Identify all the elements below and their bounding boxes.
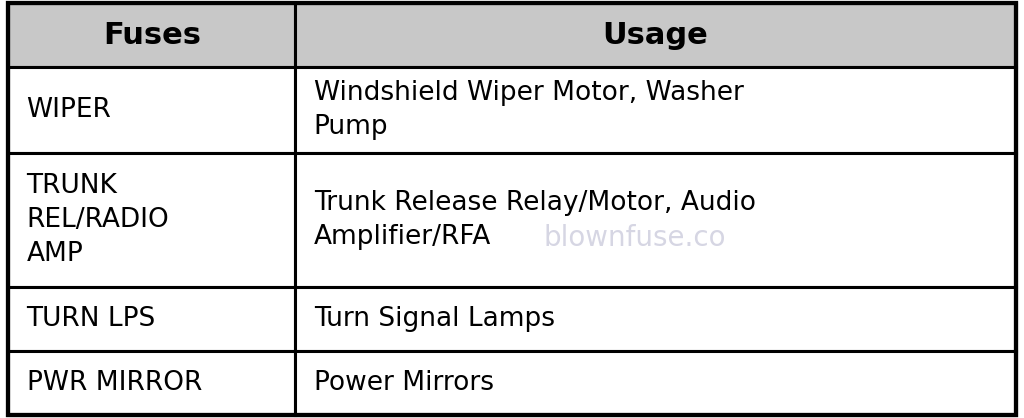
- Text: Power Mirrors: Power Mirrors: [313, 370, 494, 396]
- Bar: [295, 3, 1016, 67]
- Bar: [8, 67, 295, 153]
- Bar: [295, 351, 1016, 415]
- Bar: [295, 287, 1016, 351]
- Text: Usage: Usage: [603, 21, 709, 50]
- Text: WIPER: WIPER: [27, 97, 112, 123]
- Text: TRUNK
REL/RADIO
AMP: TRUNK REL/RADIO AMP: [27, 173, 169, 268]
- Text: PWR MIRROR: PWR MIRROR: [27, 370, 202, 396]
- Text: blownfuse.co: blownfuse.co: [544, 224, 726, 252]
- Text: Trunk Release Relay/Motor, Audio
Amplifier/RFA: Trunk Release Relay/Motor, Audio Amplifi…: [313, 190, 756, 250]
- Text: Turn Signal Lamps: Turn Signal Lamps: [313, 306, 555, 332]
- Bar: [8, 351, 295, 415]
- Text: Fuses: Fuses: [102, 21, 201, 50]
- Bar: [295, 153, 1016, 287]
- Bar: [8, 287, 295, 351]
- Bar: [8, 3, 295, 67]
- Text: Windshield Wiper Motor, Washer
Pump: Windshield Wiper Motor, Washer Pump: [313, 80, 743, 140]
- Text: TURN LPS: TURN LPS: [27, 306, 156, 332]
- Bar: [8, 153, 295, 287]
- Bar: [295, 67, 1016, 153]
